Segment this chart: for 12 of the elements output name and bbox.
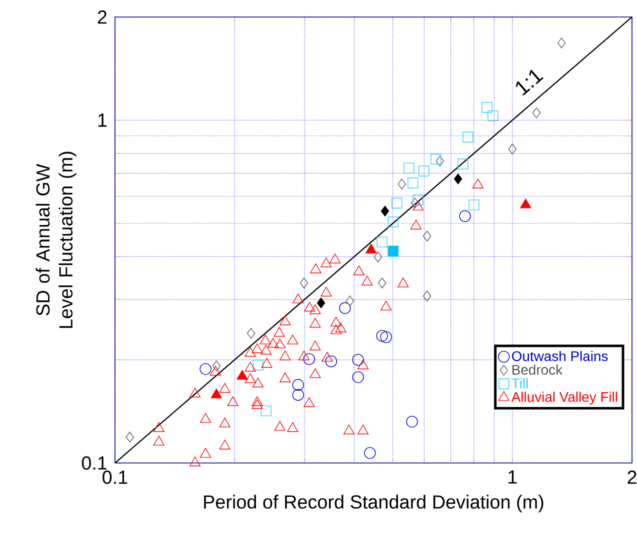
x-tick-label: 1 bbox=[508, 470, 517, 484]
y-axis-title: SD of Annual GW Level Fluctuation (m) bbox=[36, 152, 76, 328]
x-axis-title: Period of Record Standard Deviation (m) bbox=[204, 494, 544, 512]
x-tick-label: 2 bbox=[628, 470, 636, 484]
annotation: 1:1 bbox=[516, 70, 544, 96]
legend-label: Alluvial Valley Fill bbox=[511, 392, 618, 405]
legend-label: Outwash Plains bbox=[512, 350, 608, 362]
y-tick-label: 2 bbox=[98, 10, 107, 24]
y-tick-label: 1 bbox=[98, 114, 107, 127]
y-tick-label: 0.1 bbox=[82, 456, 107, 470]
legend-label: Bedrock bbox=[512, 364, 562, 375]
legend-label: Till bbox=[512, 378, 528, 388]
